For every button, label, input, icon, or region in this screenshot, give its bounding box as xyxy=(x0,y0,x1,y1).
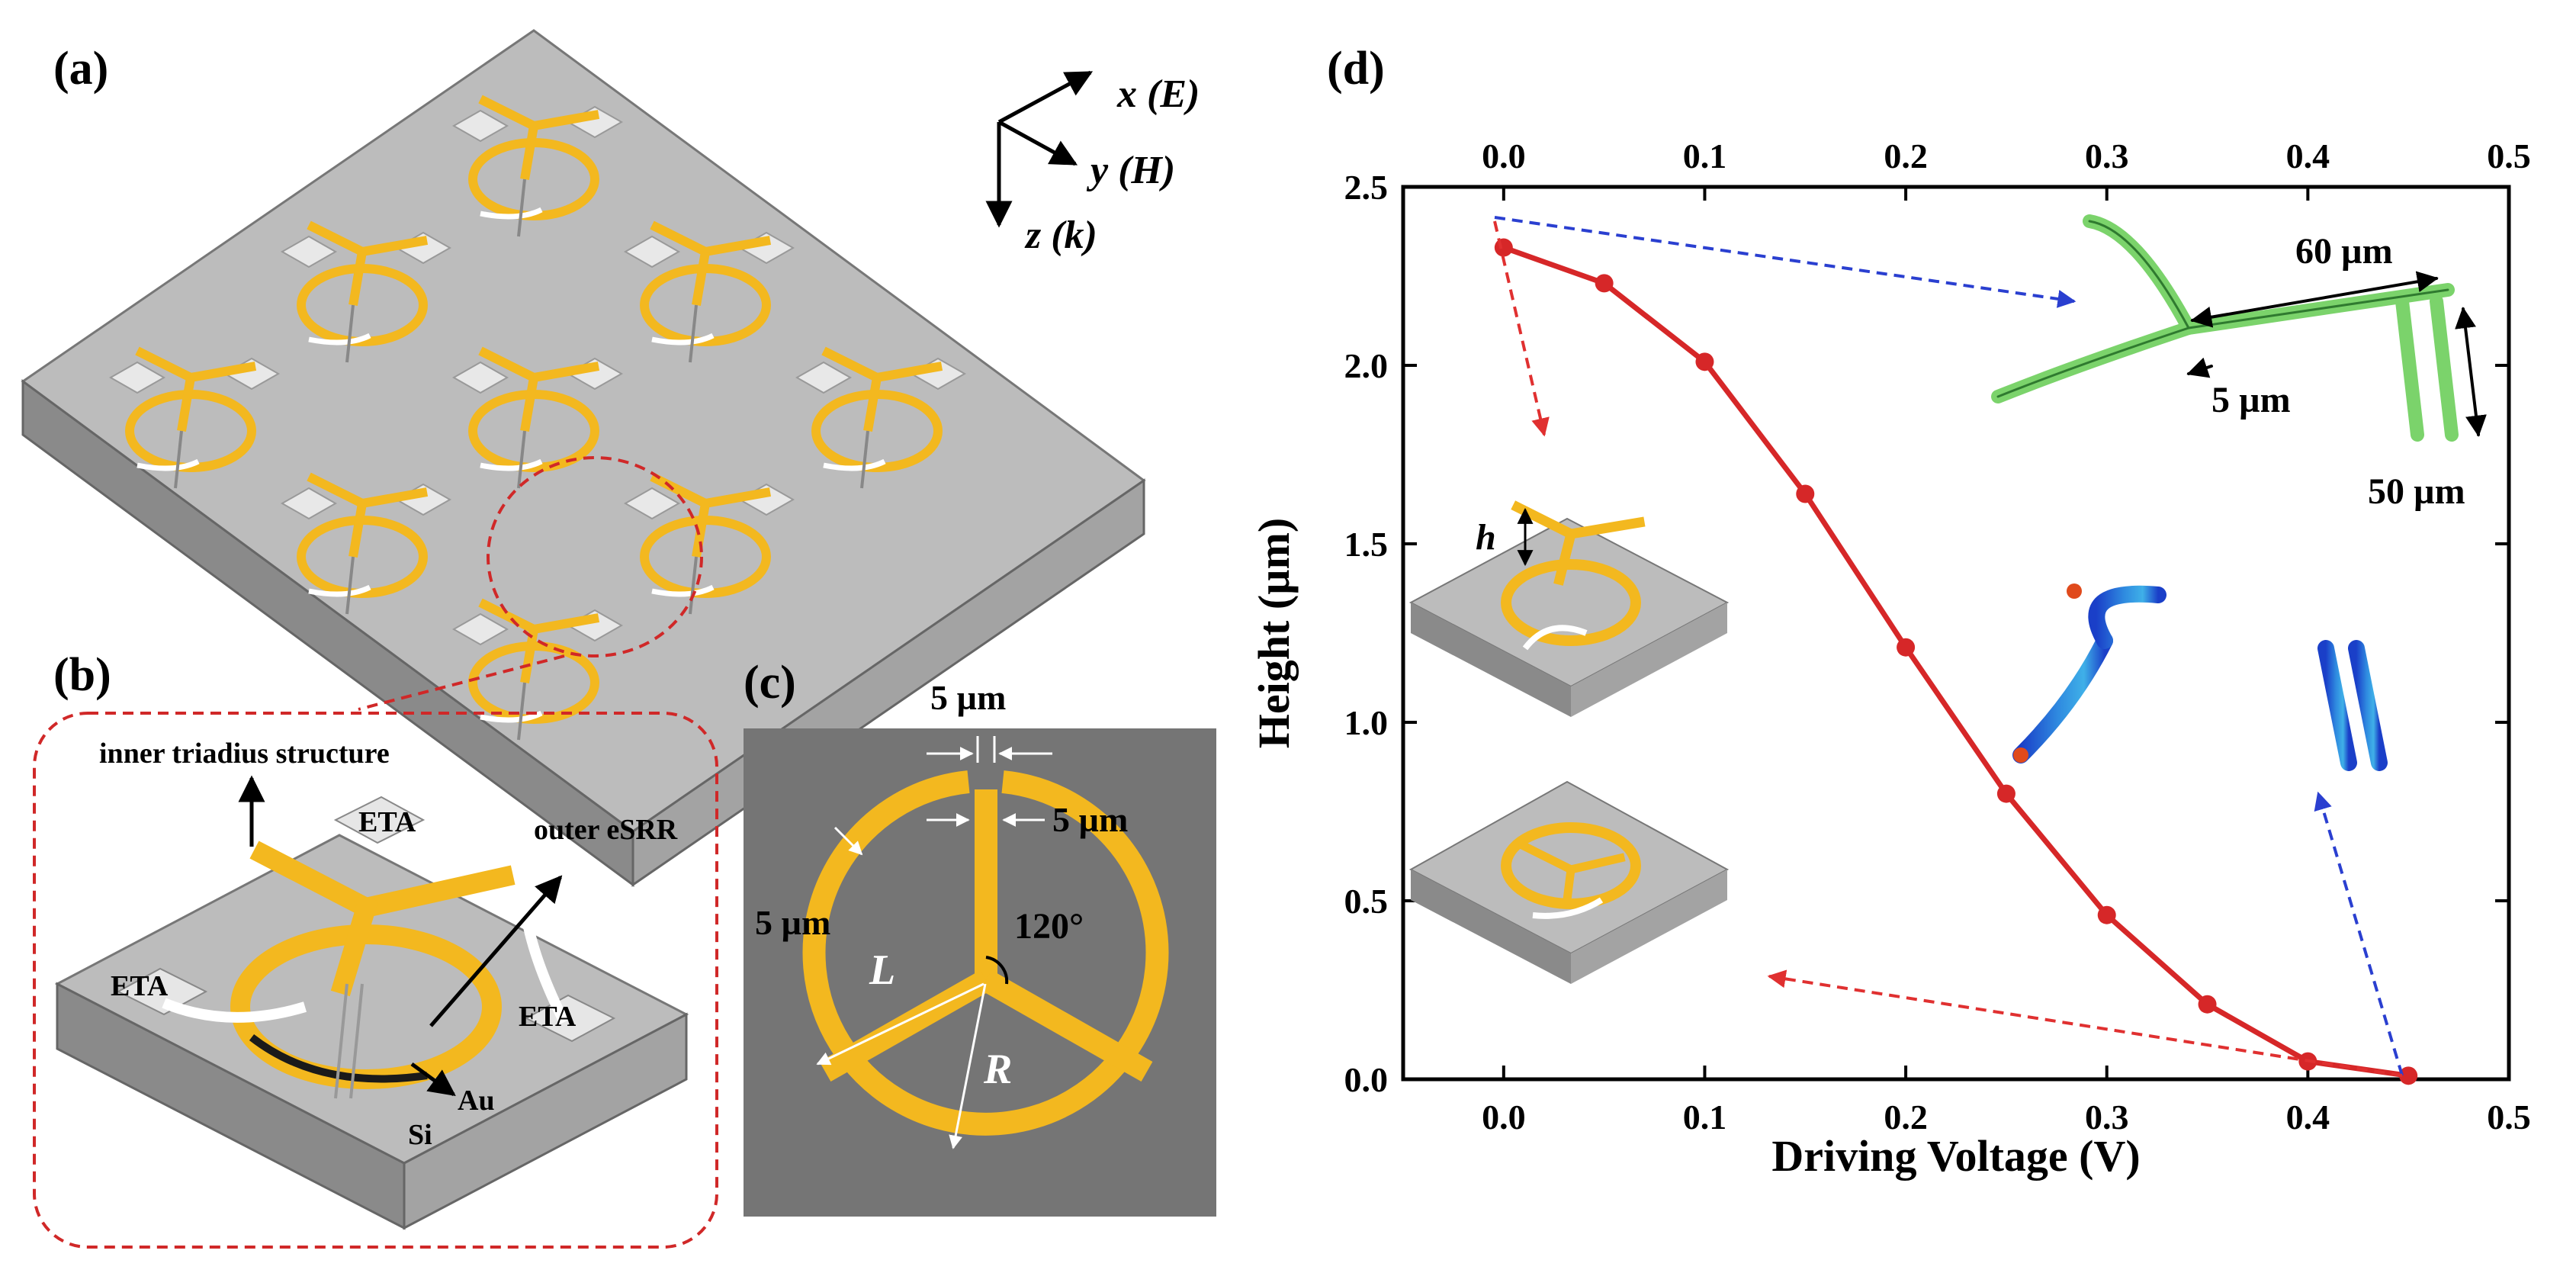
panel-a-label: (a) xyxy=(53,43,108,95)
x-tick-label: 0.3 xyxy=(2085,1098,2129,1136)
data-point xyxy=(1595,274,1614,293)
unit-cell xyxy=(280,220,452,363)
annot-eta-right: ETA xyxy=(519,1001,577,1033)
dim-beam-width: 5 µm xyxy=(1052,800,1128,839)
panel-b-frame xyxy=(33,712,718,1249)
unit-cell xyxy=(623,220,795,363)
dimension-marks xyxy=(816,736,1052,1149)
inset-60um: 60 µm xyxy=(2295,231,2393,272)
dim-angle: 120° xyxy=(1014,906,1084,947)
y-tick-label: 2.5 xyxy=(1344,168,1389,207)
dim-L: L xyxy=(869,947,895,994)
panel-b-label: (b) xyxy=(53,649,111,701)
x-tick-label-top: 0.5 xyxy=(2487,137,2531,175)
leg xyxy=(521,914,570,1025)
highlight-circle xyxy=(487,456,703,657)
au-arrow xyxy=(410,1062,456,1097)
inset-device-raised: h xyxy=(1408,500,1730,717)
dim-ring-width: 5 µm xyxy=(755,903,830,942)
outer-arrow xyxy=(429,875,563,1027)
inner-triadius xyxy=(249,841,516,997)
unit-cell-array xyxy=(108,95,967,741)
data-point xyxy=(2399,1066,2418,1085)
panel-b-substrate-side xyxy=(403,1012,688,1230)
data-point xyxy=(1695,352,1714,371)
x-tick-label: 0.1 xyxy=(1683,1098,1727,1136)
annot-eta-top: ETA xyxy=(358,806,416,838)
y-tick-label: 2.0 xyxy=(1344,346,1389,385)
x-tick-label: 0.4 xyxy=(2286,1098,2330,1136)
unit-cell xyxy=(451,598,624,741)
panel-c-label: (c) xyxy=(744,657,796,709)
connector-arrows xyxy=(1493,216,2404,1077)
data-point xyxy=(2097,905,2116,924)
highlight-connector xyxy=(358,654,565,711)
x-tick-label-top: 0.0 xyxy=(1482,137,1526,175)
inset-5um: 5 µm xyxy=(2211,380,2291,420)
inset-sim-undeformed xyxy=(1991,214,2487,442)
angle-arc xyxy=(985,956,1009,985)
y-tick-label: 1.5 xyxy=(1344,525,1389,564)
inset-device-flat xyxy=(1408,780,1730,984)
panel-a: (a) x (E) y (H) z (k) xyxy=(21,29,1200,887)
x-axis-label: Driving Voltage (V) xyxy=(1771,1131,2140,1181)
annot-eta-left: ETA xyxy=(111,970,169,1002)
x-tick-label: 0.2 xyxy=(1884,1098,1928,1136)
y-axis-label: Height (µm) xyxy=(1249,518,1299,748)
y-tick-label: 0.5 xyxy=(1344,882,1389,921)
data-series xyxy=(1494,238,2418,1085)
y-tick-label: 1.0 xyxy=(1344,703,1389,742)
unit-cell xyxy=(451,346,624,489)
unit-cell xyxy=(451,95,624,237)
x-tick-label: 0.5 xyxy=(2487,1098,2531,1136)
axis-y-label: y (H) xyxy=(1086,149,1175,192)
unit-cell xyxy=(623,472,795,615)
annot-au: Au xyxy=(458,1085,495,1117)
eta-pad xyxy=(333,796,426,844)
axis-z-label: z (k) xyxy=(1024,214,1097,257)
unit-cell xyxy=(108,346,281,489)
dim-top-gap: 5 µm xyxy=(930,678,1006,717)
inset-h-label: h xyxy=(1476,517,1496,558)
panel-c: (c) 5 µm 5 µm 5 µm 120° L R xyxy=(744,657,1216,1217)
data-point xyxy=(1494,238,1513,257)
esrr-shadow xyxy=(249,1034,428,1083)
annot-inner: inner triadius structure xyxy=(99,738,390,770)
annot-si: Si xyxy=(408,1119,432,1151)
annot-outer: outer eSRR xyxy=(534,814,678,846)
x-tick-label-top: 0.2 xyxy=(1884,137,1928,175)
series-line xyxy=(1502,245,2409,1079)
x-tick-label-top: 0.3 xyxy=(2085,137,2129,175)
panel-d-label: (d) xyxy=(1327,43,1385,95)
unit-cell xyxy=(280,472,452,615)
eta-pad xyxy=(116,967,208,1016)
plot-frame xyxy=(1401,185,2511,1082)
triadius-frame xyxy=(334,983,364,1099)
data-point xyxy=(2198,995,2217,1014)
leg xyxy=(162,998,307,1023)
panel-b: (b) inner triadius structure outer eSRR xyxy=(33,649,718,1249)
x-tick-label-top: 0.4 xyxy=(2286,137,2330,175)
x-tick-label: 0.0 xyxy=(1482,1098,1526,1136)
axis-ticks: 0.0 0.0 0.1 0.1 0.2 0.2 0.3 0.3 0.4 0.4 0.5 0.5 0.0 0… xyxy=(1344,137,2531,1136)
panel-d: (d) 0.0 0.0 0.1 0.1 0.2 0.2 0.3 0.3 0.4 0.4 0.5 0.5… xyxy=(1249,43,2531,1181)
unit-cell xyxy=(795,346,967,489)
data-point xyxy=(1796,484,1815,503)
x-tick-label-top: 0.1 xyxy=(1683,137,1727,175)
inset-50um: 50 µm xyxy=(2368,471,2465,512)
data-point xyxy=(1996,784,2016,803)
inset-sim-deformed xyxy=(2012,583,2388,771)
coordinate-axes: x (E) y (H) z (k) xyxy=(985,70,1200,257)
data-point xyxy=(1897,638,1916,657)
y-tick-label: 0.0 xyxy=(1344,1060,1389,1099)
axis-x-label: x (E) xyxy=(1116,72,1200,116)
dim-R: R xyxy=(983,1046,1012,1093)
